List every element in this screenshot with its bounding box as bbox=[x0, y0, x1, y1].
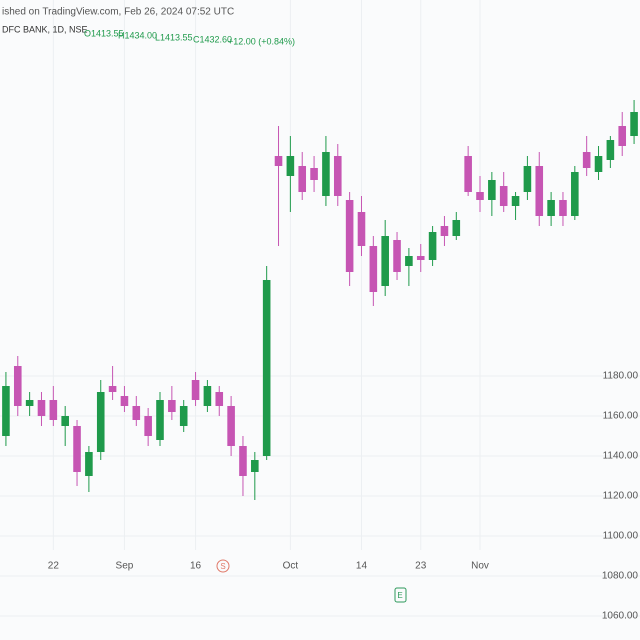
candle-body bbox=[262, 280, 271, 456]
ohlc-close: C1432.60 bbox=[193, 34, 232, 44]
x-tick-label: 22 bbox=[48, 561, 60, 572]
earnings-marker bbox=[394, 587, 407, 603]
ohlc-high: H1434.00 bbox=[118, 30, 157, 40]
candle-body bbox=[156, 400, 164, 440]
y-tick-label: 1080.00 bbox=[602, 571, 639, 582]
candle-body bbox=[499, 186, 508, 206]
y-tick-label: 1100.00 bbox=[603, 531, 639, 542]
candle-body bbox=[37, 400, 46, 416]
candle-body bbox=[381, 236, 389, 286]
candle-body bbox=[274, 156, 283, 166]
candle-body bbox=[594, 156, 603, 172]
x-tick-label: 14 bbox=[356, 561, 368, 572]
candle-body bbox=[25, 400, 34, 406]
candle-body bbox=[333, 156, 342, 196]
ohlc-low: L1413.55 bbox=[155, 32, 193, 42]
candle-body bbox=[322, 152, 330, 196]
candle-body bbox=[440, 226, 449, 236]
y-tick-label: 1180.00 bbox=[603, 371, 639, 382]
split-marker-label: S bbox=[220, 562, 225, 571]
candle-body bbox=[535, 166, 544, 216]
candle-body bbox=[168, 400, 176, 412]
candle-body bbox=[393, 240, 401, 272]
candle-body bbox=[108, 386, 117, 392]
candle-body bbox=[416, 256, 425, 260]
candle-body bbox=[203, 386, 212, 406]
candle-body bbox=[428, 232, 437, 260]
candle-body bbox=[345, 200, 354, 272]
x-tick-label: Oct bbox=[283, 561, 299, 572]
candle-body bbox=[310, 168, 318, 180]
candle-body bbox=[215, 392, 224, 406]
candle-body bbox=[618, 126, 627, 146]
candle-body bbox=[144, 416, 152, 436]
candle-body bbox=[61, 416, 69, 426]
split-marker bbox=[216, 559, 230, 573]
source-note: ished on TradingView.com, Feb 26, 2024 0… bbox=[2, 7, 234, 18]
earnings-marker-label: E bbox=[397, 591, 402, 600]
y-tick-label: 1060.00 bbox=[602, 611, 639, 622]
chart-title: DFC BANK, 1D, NSE bbox=[2, 24, 88, 34]
candle-body bbox=[96, 392, 105, 452]
candle-body bbox=[132, 406, 141, 420]
candle-body bbox=[357, 212, 366, 246]
y-tick-label: 1120.00 bbox=[603, 491, 639, 502]
candle-body bbox=[73, 426, 81, 472]
candle-body bbox=[476, 192, 484, 200]
candle-body bbox=[582, 152, 591, 168]
candle-body bbox=[369, 246, 378, 292]
candle-body bbox=[49, 400, 58, 420]
candle-body bbox=[559, 200, 567, 216]
candle-body bbox=[630, 112, 638, 136]
y-tick-label: 1140.00 bbox=[603, 451, 639, 462]
ohlc-open: O1413.55 bbox=[84, 28, 124, 38]
candle-body bbox=[464, 156, 472, 192]
x-tick-label: 16 bbox=[190, 561, 202, 572]
candle-body bbox=[286, 156, 295, 176]
candle-body bbox=[227, 406, 235, 446]
candle-body bbox=[298, 166, 307, 192]
candle-body bbox=[547, 200, 555, 216]
candle-body bbox=[523, 166, 532, 192]
candle-body bbox=[85, 452, 93, 476]
candle-body bbox=[120, 396, 129, 406]
ohlc-change: +12.00 (+0.84%) bbox=[228, 36, 295, 46]
y-tick-label: 1160.00 bbox=[603, 411, 639, 422]
x-tick-label: Nov bbox=[471, 561, 489, 572]
x-tick-label: 23 bbox=[415, 561, 427, 572]
candle-body bbox=[405, 256, 413, 266]
candle-body bbox=[606, 140, 615, 160]
candle-body bbox=[571, 172, 579, 216]
candle-body bbox=[251, 460, 259, 472]
candle-body bbox=[239, 446, 247, 476]
candle-body bbox=[179, 406, 188, 426]
candle-body bbox=[488, 180, 496, 200]
candle-body bbox=[13, 366, 22, 406]
candle-body bbox=[452, 220, 461, 236]
candle-body bbox=[191, 380, 200, 400]
x-tick-label: Sep bbox=[116, 561, 134, 572]
candle-body bbox=[511, 196, 520, 206]
candle-body bbox=[2, 386, 10, 436]
